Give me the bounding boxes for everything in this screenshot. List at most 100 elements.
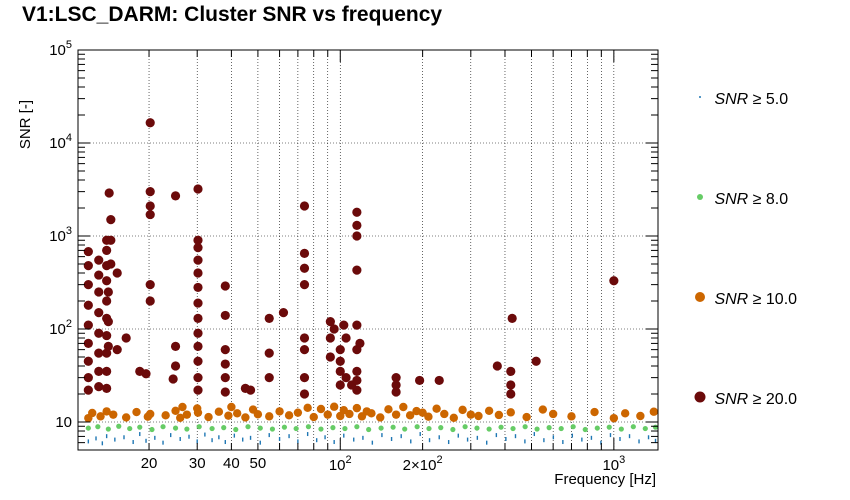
legend-label-prefix: SNR [714, 391, 749, 408]
x-tick-label: 103 [602, 454, 625, 474]
data-point [339, 320, 349, 330]
x-tick-label: 30 [189, 455, 206, 472]
data-point [325, 333, 335, 343]
data-point [193, 373, 203, 383]
data-point [466, 410, 475, 419]
data-point [630, 424, 636, 430]
data-point [103, 341, 113, 352]
data-point [325, 317, 335, 327]
legend-marker-green [690, 190, 710, 209]
data-point [193, 243, 203, 253]
data-point [494, 410, 504, 420]
data-point [220, 359, 230, 369]
data-point [83, 280, 93, 290]
x-tick-label-exp: 2 [436, 454, 442, 466]
data-point [367, 409, 376, 418]
data-point [440, 409, 449, 419]
x-tick-label: 2×102 [403, 454, 443, 474]
data-point [220, 310, 230, 321]
data-point [303, 403, 312, 413]
data-point [193, 298, 203, 308]
legend-entry-snr-20: SNR ≥ 20.0 [690, 390, 797, 409]
y-tick-label: 10 [55, 414, 72, 431]
data-point [570, 424, 576, 430]
data-point [145, 280, 155, 290]
data-point [264, 348, 274, 358]
legend-label-value: ≥ 8.0 [748, 191, 789, 208]
data-point [94, 270, 104, 280]
data-point [264, 313, 274, 324]
data-point [102, 245, 112, 256]
series-layer [83, 118, 659, 446]
data-point [224, 411, 233, 420]
data-point [538, 405, 548, 414]
data-point [522, 424, 528, 430]
data-point [278, 308, 289, 318]
data-point [220, 373, 230, 383]
data-point [275, 407, 284, 416]
y-tick-label-exp: 2 [66, 318, 72, 330]
legend-marker-svg [694, 391, 706, 403]
legend-marker-dot [697, 194, 703, 200]
data-point [220, 387, 230, 397]
data-point [299, 345, 310, 355]
data-point [506, 389, 516, 399]
data-point [232, 409, 242, 418]
data-point [227, 402, 236, 412]
data-point [116, 423, 122, 429]
data-point [172, 425, 179, 431]
legend-entry-snr-10: SNR ≥ 10.0 [690, 290, 797, 309]
data-point [316, 404, 326, 414]
data-point [293, 408, 303, 417]
data-point [335, 366, 345, 377]
data-point [112, 268, 122, 278]
data-point [103, 287, 113, 297]
legend-marker-dot [699, 96, 701, 98]
legend-label-prefix: SNR [714, 191, 749, 208]
data-point [214, 407, 224, 416]
data-point [149, 426, 155, 433]
data-point [325, 352, 335, 362]
legend-label-prefix: SNR [714, 291, 749, 308]
data-point [299, 248, 310, 259]
data-point [352, 403, 362, 413]
legend-entry-snr-8: SNR ≥ 8.0 [690, 190, 788, 209]
y-tick-label-exp: 4 [66, 132, 72, 144]
data-point [106, 235, 116, 245]
data-point [636, 411, 645, 421]
data-point [193, 255, 203, 265]
data-point [642, 425, 648, 432]
data-point [141, 369, 151, 379]
data-point [299, 280, 310, 290]
data-point [103, 317, 113, 327]
data-point [281, 424, 288, 430]
data-point [106, 259, 116, 269]
data-point [83, 356, 93, 366]
data-point [620, 409, 630, 418]
data-point [253, 410, 263, 419]
data-point [335, 380, 345, 390]
data-point [492, 361, 502, 371]
data-point [96, 412, 105, 421]
legend-marker-darkred [690, 390, 710, 409]
data-point [507, 313, 517, 324]
data-point [109, 410, 118, 419]
data-point [391, 380, 401, 390]
legend-label-value: ≥ 10.0 [748, 291, 798, 308]
data-point [329, 324, 339, 334]
legend-marker-svg [695, 292, 705, 302]
data-point [391, 410, 401, 419]
data-point [168, 374, 178, 384]
y-tick-label-base: 10 [49, 42, 66, 59]
data-point [83, 320, 93, 330]
data-point [384, 405, 393, 414]
x-tick-label-exp: 3 [619, 454, 625, 466]
data-point [462, 424, 468, 430]
data-point [105, 426, 111, 432]
legend-label-prefix: SNR [714, 91, 749, 108]
data-point [618, 426, 624, 432]
data-point [94, 382, 104, 392]
data-point [450, 426, 456, 433]
